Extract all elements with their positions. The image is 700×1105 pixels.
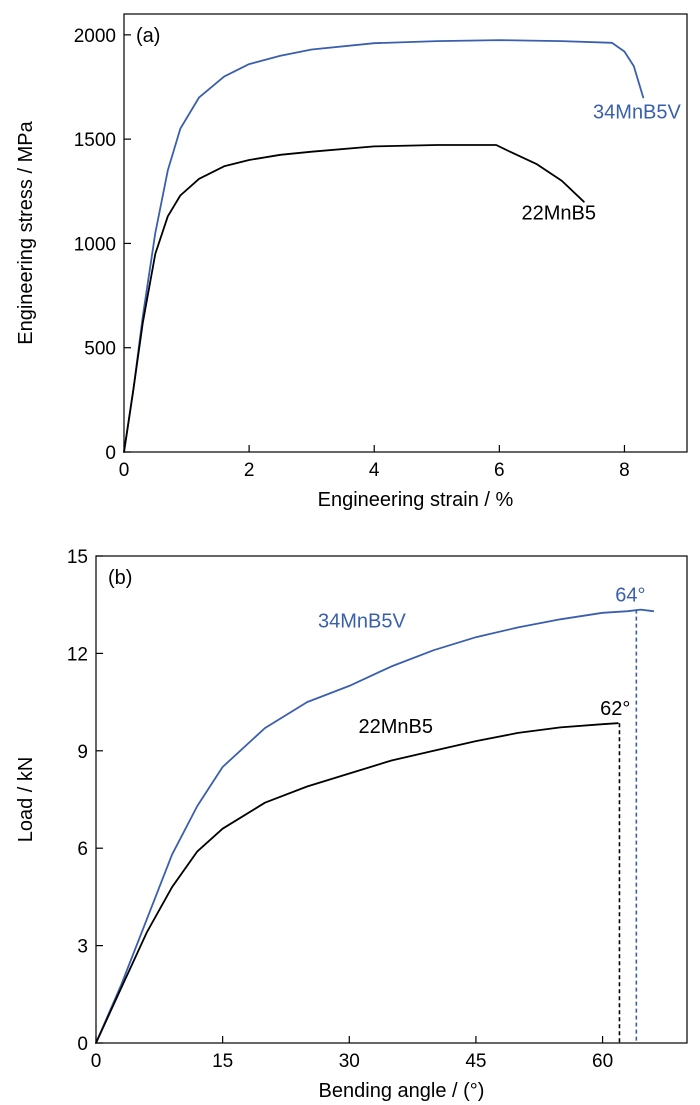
y-tick-label: 3 (77, 937, 88, 958)
annotation: 22MnB5 (358, 716, 433, 738)
x-tick-label: 2 (244, 460, 255, 481)
x-tick-label: 45 (465, 1051, 486, 1072)
y-tick-label: 6 (77, 839, 88, 860)
x-tick-label: 15 (212, 1051, 233, 1072)
y-tick-label: 2000 (74, 26, 116, 47)
y-tick-label: 500 (84, 339, 116, 360)
plot-frame (123, 13, 688, 453)
y-tick-label: 9 (77, 742, 88, 763)
x-tick-label: 60 (592, 1051, 613, 1072)
x-tick-label: 0 (91, 1051, 102, 1072)
y-tick-label: 0 (105, 443, 116, 464)
panel-label: (b) (108, 567, 132, 589)
series-line-22mnb5 (95, 722, 619, 1044)
y-tick-label: 15 (67, 547, 88, 568)
x-axis-label: Bending angle / (°) (319, 1080, 485, 1102)
annotation: 34MnB5V (593, 101, 681, 123)
series-line-34mnb5v (95, 608, 655, 1044)
x-tick-label: 4 (369, 460, 380, 481)
annotation: 34MnB5V (318, 610, 406, 632)
series-line-34mnb5v (123, 39, 645, 453)
panel-a: 0 2 4 6 8 0 500 1000 1500 2000 Engineering strain … (15, 13, 688, 511)
x-tick-label: 6 (494, 460, 505, 481)
x-tick-label: 0 (119, 460, 130, 481)
y-axis-label: Load / kN (15, 757, 37, 843)
y-tick-label: 0 (77, 1034, 88, 1055)
panel-b: 0 15 30 45 60 0 3 6 9 12 15 Bending angle / (°) Load… (15, 547, 688, 1102)
panel-label: (a) (136, 25, 160, 47)
annotation: 62° (600, 698, 630, 720)
series-line-22mnb5 (123, 144, 585, 453)
x-tick-label: 8 (619, 460, 630, 481)
annotation: 64° (615, 584, 645, 606)
y-tick-label: 1500 (74, 130, 116, 151)
y-tick-label: 12 (67, 644, 88, 665)
y-tick-label: 1000 (74, 234, 116, 255)
plot-frame (95, 555, 688, 1044)
x-axis-label: Engineering strain / % (318, 489, 514, 511)
x-tick-label: 30 (339, 1051, 360, 1072)
annotation: 22MnB5 (522, 202, 597, 224)
y-axis-label: Engineering stress / MPa (15, 120, 37, 344)
